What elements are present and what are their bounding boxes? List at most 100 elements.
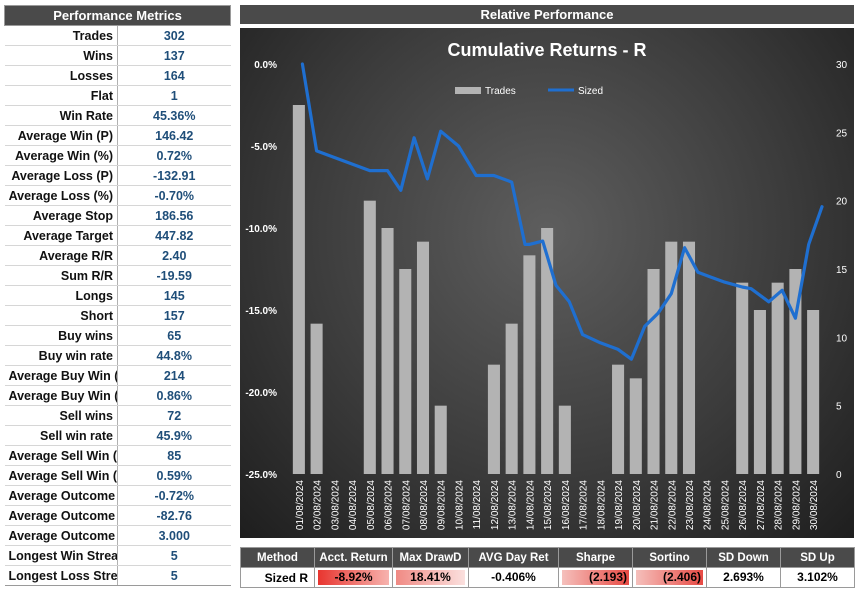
x-axis-tick: 15/08/2024 [543, 480, 554, 530]
x-axis-tick: 20/08/2024 [632, 480, 643, 530]
metric-label: Average Outcome (%) [4, 485, 118, 506]
legend-trades-label: Trades [485, 86, 516, 97]
x-axis-tick: 04/08/2024 [348, 480, 359, 530]
trades-bar [736, 282, 749, 474]
metric-value: 145 [117, 285, 231, 306]
stats-value: 18.41% [392, 567, 469, 588]
metric-label: Longest Loss Streak [4, 565, 118, 586]
stats-header: Method [240, 547, 315, 568]
legend-sized-label: Sized [578, 86, 603, 97]
trades-bar [434, 405, 447, 474]
metric-row: Wins 137 [4, 45, 231, 66]
metric-row: Win Rate 45.36% [4, 105, 231, 126]
stats-value-text: 2.693% [723, 570, 764, 584]
right-axis-tick: 30 [836, 60, 848, 71]
chart-title: Cumulative Returns - R [447, 40, 646, 60]
trades-bar [416, 241, 430, 474]
chart-canvas: Cumulative Returns - R 0.0% -5.0% -10.0% -15… [245, 40, 848, 530]
method-stats-table: Method Acct. Return Max DrawD AVG Day Ret Sh… [240, 547, 855, 588]
trades-bar [363, 200, 376, 474]
metric-row: Sell wins 72 [4, 405, 231, 426]
x-axis-tick: 13/08/2024 [508, 480, 519, 530]
metric-row: Buy win rate 44.8% [4, 345, 231, 366]
metric-row: Average Sell Win (%)0.59% [4, 465, 231, 486]
x-axis-tick: 01/08/2024 [295, 480, 306, 530]
stats-value: -8.92% [314, 567, 393, 588]
trades-bar [292, 105, 305, 474]
stats-value-text: (2.193) [562, 570, 629, 585]
stats-method: Sized R [240, 567, 315, 588]
metric-row: Trades 302 [4, 25, 231, 46]
x-axis-tick: 14/08/2024 [525, 480, 536, 530]
left-axis-tick: 0.0% [254, 60, 277, 71]
metric-value: 1 [117, 85, 231, 106]
metric-value: 447.82 [117, 225, 231, 246]
metric-label: Sum R/R [4, 265, 118, 286]
x-axis-tick: 23/08/2024 [685, 480, 696, 530]
stats-header: Max DrawD [392, 547, 469, 568]
metric-row: Average Loss (%) -0.70% [4, 185, 231, 206]
metric-label: Longs [4, 285, 118, 306]
metric-value: -0.72% [117, 485, 231, 506]
stats-value: (2.193) [558, 567, 633, 588]
metric-label: Average Sell Win (%) [4, 465, 118, 486]
trades-bar [541, 228, 554, 474]
x-axis-tick: 30/08/2024 [809, 480, 820, 530]
stats-value: 2.693% [706, 567, 781, 588]
metric-label: Average Loss (P) [4, 165, 118, 186]
metric-label: Average Target [4, 225, 118, 246]
x-axis-tick: 03/08/2024 [330, 480, 341, 530]
left-axis-tick: -5.0% [251, 142, 277, 153]
metric-label: Win Rate [4, 105, 118, 126]
trades-bar [505, 323, 518, 474]
metric-label: Longest Win Streak [4, 545, 118, 566]
x-axis-tick: 06/08/2024 [384, 480, 395, 530]
metric-value: 164 [117, 65, 231, 86]
metric-label: Average Sell Win (P) [4, 445, 118, 466]
x-axis-tick: 19/08/2024 [614, 480, 625, 530]
metric-value: 302 [117, 25, 231, 46]
x-axis-tick: 09/08/2024 [437, 480, 448, 530]
trades-bar [558, 405, 571, 474]
metric-label: Short [4, 305, 118, 326]
metric-value: -0.70% [117, 185, 231, 206]
metric-row: Average Target 447.82 [4, 225, 231, 246]
metric-label: Trades [4, 25, 118, 46]
metric-label: Average Outcome (P) [4, 505, 118, 526]
trades-bar [753, 310, 766, 474]
metric-value: 72 [117, 405, 231, 426]
metric-row: Average R/R 2.40 [4, 245, 231, 266]
relative-performance-header: Relative Performance [240, 5, 854, 24]
stats-value: -0.406% [468, 567, 559, 588]
legend-trades-swatch [455, 87, 481, 94]
metric-label: Buy wins [4, 325, 118, 346]
metric-label: Average Win (%) [4, 145, 118, 166]
metric-value: 0.59% [117, 465, 231, 486]
metric-label: Average Stop [4, 205, 118, 226]
right-axis-tick: 10 [836, 333, 848, 344]
trades-bar [789, 269, 802, 474]
left-axis-tick: -20.0% [245, 388, 277, 399]
trades-bar [612, 364, 625, 474]
metric-label: Average Win (P) [4, 125, 118, 146]
metric-value: -82.76 [117, 505, 231, 526]
metric-value: 137 [117, 45, 231, 66]
metric-row: Average Outcome (%)-0.72% [4, 485, 231, 506]
metric-value: 5 [117, 565, 231, 586]
metric-row: Flat 1 [4, 85, 231, 106]
metric-label: Wins [4, 45, 118, 66]
x-axis-tick: 26/08/2024 [738, 480, 749, 530]
stats-value-text: -8.92% [318, 570, 389, 585]
metric-row: Average Outcome (P)-82.76 [4, 505, 231, 526]
performance-metrics-table: Performance Metrics Trades 302 Wins 137 Loss… [4, 5, 231, 586]
metric-value: 44.8% [117, 345, 231, 366]
stats-value-text: 3.102% [797, 570, 838, 584]
metric-row: Longest Win Streak 5 [4, 545, 231, 566]
right-axis-tick: 5 [836, 402, 842, 413]
left-axis-tick: -25.0% [245, 470, 277, 481]
metric-value: -132.91 [117, 165, 231, 186]
x-axis-tick: 05/08/2024 [366, 480, 377, 530]
metric-row: Longs 145 [4, 285, 231, 306]
x-axis-tick: 27/08/2024 [756, 480, 767, 530]
metric-row: Average Buy Win (P)214 [4, 365, 231, 386]
